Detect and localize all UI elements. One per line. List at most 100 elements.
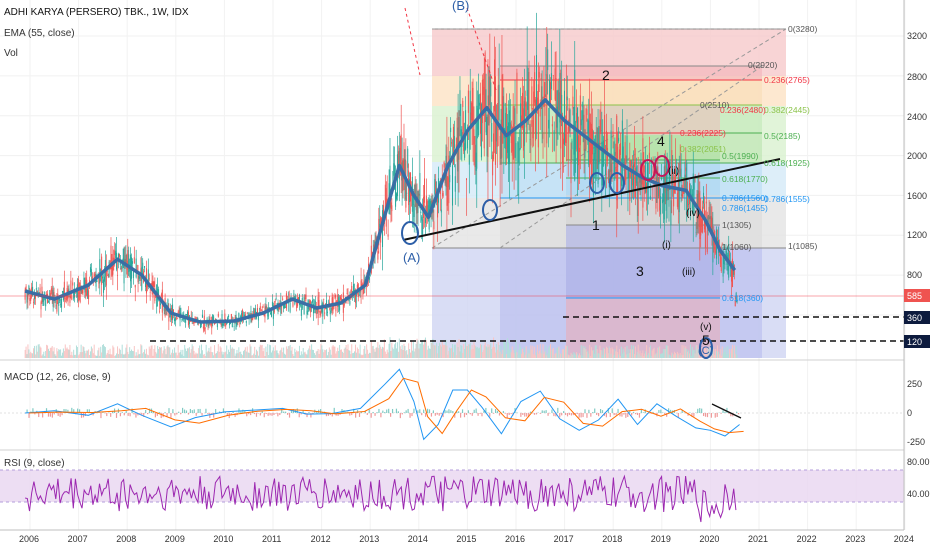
volume-bar	[58, 349, 59, 358]
macd-hist-bar	[242, 410, 243, 413]
volume-bar	[53, 351, 54, 358]
macd-hist-bar	[400, 413, 401, 418]
volume-bar	[547, 353, 548, 358]
volume-bar	[661, 354, 662, 358]
candle-body	[545, 75, 546, 76]
volume-bar	[691, 356, 692, 358]
candle-body	[420, 212, 421, 214]
volume-bar	[407, 355, 408, 358]
volume-bar	[736, 346, 737, 358]
volume-bar	[262, 345, 263, 358]
volume-bar	[684, 348, 685, 358]
volume-bar	[388, 352, 389, 358]
volume-bar	[40, 346, 41, 358]
volume-bar	[518, 349, 519, 358]
candle-body	[653, 166, 654, 173]
candle-body	[139, 277, 140, 278]
macd-hist-bar	[135, 413, 136, 418]
volume-bar	[340, 350, 341, 358]
volume-bar	[563, 349, 564, 358]
candle-body	[491, 123, 492, 142]
volume-bar	[504, 340, 505, 358]
volume-bar	[654, 355, 655, 358]
candle-body	[516, 73, 517, 114]
volume-bar	[511, 352, 512, 358]
candle-body	[401, 134, 402, 165]
macd-hist-bar	[736, 412, 737, 413]
candle-body	[541, 78, 542, 79]
volume-bar	[620, 356, 621, 358]
candle-body	[627, 171, 628, 179]
volume-bar	[138, 349, 139, 358]
volume-bar	[192, 344, 193, 358]
macd-hist-bar	[61, 413, 62, 415]
candle-body	[527, 66, 528, 96]
volume-bar	[433, 345, 434, 358]
volume-bar	[625, 347, 626, 358]
volume-bar	[52, 346, 53, 358]
volume-bar	[304, 352, 305, 358]
candle-body	[203, 327, 204, 329]
candle-body	[359, 295, 360, 296]
volume-bar	[60, 349, 61, 358]
volume-bar	[197, 353, 198, 358]
volume-bar	[305, 352, 306, 358]
macd-hist-bar	[551, 410, 552, 413]
volume-bar	[487, 347, 488, 358]
volume-bar	[107, 353, 108, 358]
volume-bar	[111, 355, 112, 358]
macd-hist-bar	[643, 412, 644, 413]
candle-body	[181, 319, 182, 320]
volume-bar	[163, 350, 164, 358]
candle-body	[571, 149, 572, 183]
volume-bar	[211, 352, 212, 358]
candle-body	[82, 290, 83, 294]
volume-bar	[417, 340, 418, 358]
volume-bar	[454, 345, 455, 358]
volume-bar	[214, 345, 215, 358]
volume-bar	[532, 346, 533, 358]
candle-body	[694, 178, 695, 190]
candle-body	[519, 148, 520, 151]
macd-hist-bar	[450, 410, 451, 413]
volume-bar	[495, 353, 496, 358]
volume-bar	[602, 355, 603, 358]
volume-bar	[450, 349, 451, 358]
volume-bar	[288, 346, 289, 358]
candle-body	[561, 95, 562, 116]
support-tag-360: 360	[907, 313, 922, 323]
candle-body	[396, 193, 397, 199]
volume-bar	[489, 345, 490, 358]
volume-bar	[451, 348, 452, 358]
volume-bar	[172, 350, 173, 358]
volume-bar	[152, 345, 153, 358]
candle-body	[275, 301, 276, 302]
macd-hist-bar	[592, 412, 593, 413]
macd-hist-bar	[110, 413, 111, 417]
candle-body	[623, 146, 624, 159]
macd-hist-bar	[720, 413, 721, 414]
macd-hist-bar	[246, 413, 247, 416]
macd-hist-bar	[196, 413, 197, 416]
candle-body	[121, 268, 122, 270]
macd-hist-bar	[697, 409, 698, 413]
fib-label: 0.786(1455)	[722, 203, 768, 213]
macd-hist-bar	[507, 413, 508, 418]
volume-bar	[269, 345, 270, 358]
candle-body	[525, 97, 526, 106]
macd-hist-bar	[419, 409, 420, 413]
candle-body	[710, 216, 711, 228]
volume-bar	[78, 355, 79, 358]
volume-bar	[727, 346, 728, 358]
year-tick: 2009	[165, 534, 185, 544]
macd-hist-bar	[468, 410, 469, 413]
wave-label-iv: (iv)	[686, 208, 700, 219]
volume-bar	[42, 354, 43, 358]
volume-bar	[720, 349, 721, 358]
ema-legend: EMA (55, close)	[4, 28, 75, 39]
candle-body	[419, 173, 420, 200]
candle-body	[507, 126, 508, 153]
volume-bar	[328, 352, 329, 358]
volume-bar	[528, 350, 529, 358]
